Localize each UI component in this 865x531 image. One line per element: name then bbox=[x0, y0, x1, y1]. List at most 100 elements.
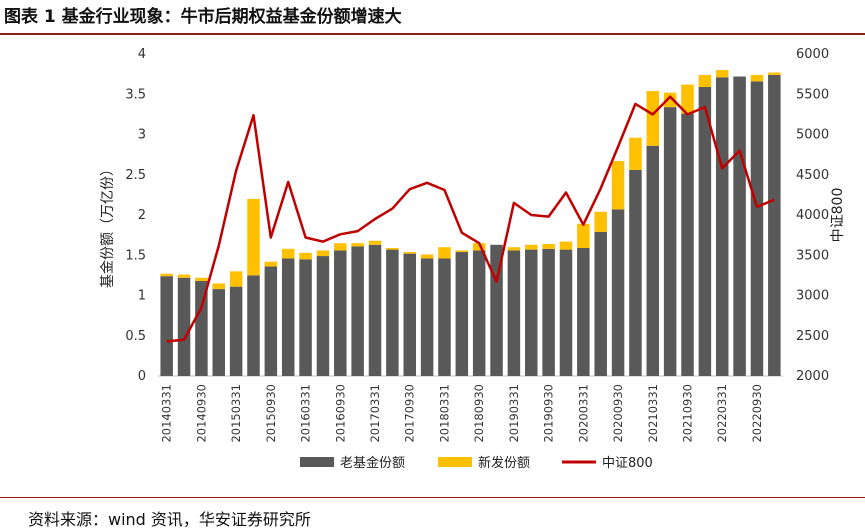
bar-new-fund bbox=[212, 283, 226, 290]
y-axis-left-label: 基金份额（万亿份） bbox=[99, 162, 116, 288]
bar-old-fund bbox=[212, 289, 226, 376]
x-tick-label: 20200930 bbox=[611, 384, 625, 443]
bar-new-fund bbox=[525, 244, 538, 250]
bar-new-fund bbox=[281, 248, 295, 259]
y-right-tick-label: 5500 bbox=[796, 87, 829, 102]
x-tick-label: 20180930 bbox=[472, 384, 486, 443]
bar-old-fund bbox=[455, 252, 469, 376]
bar-old-fund bbox=[160, 276, 173, 376]
bar-old-fund bbox=[316, 256, 330, 376]
bar-new-fund bbox=[559, 241, 573, 250]
y-axis-right-label: 中证800 bbox=[830, 188, 846, 243]
y-right-tick-label: 4000 bbox=[796, 208, 829, 223]
bar-new-fund bbox=[264, 261, 278, 267]
bar-new-fund bbox=[438, 247, 451, 259]
line-series bbox=[166, 95, 775, 343]
bar-new-fund bbox=[351, 243, 364, 247]
bar-new-fund bbox=[768, 72, 781, 75]
bar-old-fund bbox=[472, 250, 486, 376]
y-right-tick-label: 2000 bbox=[796, 369, 829, 384]
y-right-tick-label: 3500 bbox=[796, 248, 829, 263]
bar-old-fund bbox=[646, 145, 660, 376]
x-tick-label: 20210930 bbox=[681, 384, 695, 443]
y-left-tick-label: 3 bbox=[138, 128, 146, 143]
index-line bbox=[166, 95, 775, 343]
bar-new-fund bbox=[386, 248, 399, 250]
x-tick-label: 20160930 bbox=[333, 384, 347, 443]
bar-old-fund bbox=[681, 113, 694, 376]
bar-old-fund bbox=[525, 249, 538, 376]
chart-legend: 老基金份额 新发份额 中证800 bbox=[300, 455, 653, 471]
bar-new-fund bbox=[229, 271, 243, 287]
y-left-tick-label: 1 bbox=[138, 289, 146, 304]
bar-new-fund bbox=[542, 243, 555, 249]
x-tick-label: 20220930 bbox=[750, 384, 764, 443]
bar-new-fund bbox=[681, 84, 694, 114]
bar-old-fund bbox=[247, 275, 260, 376]
x-tick-label: 20220331 bbox=[715, 384, 729, 443]
legend-swatch-old bbox=[300, 457, 334, 467]
bar-new-fund bbox=[507, 247, 521, 251]
x-tick-label: 20200331 bbox=[576, 384, 590, 443]
legend-label-index: 中证800 bbox=[602, 456, 653, 471]
bar-old-fund bbox=[420, 258, 434, 376]
legend-swatch-new bbox=[438, 457, 472, 467]
x-tick-label: 20190331 bbox=[507, 384, 521, 443]
bar-new-fund bbox=[334, 243, 347, 251]
y-right-tick-label: 2500 bbox=[796, 329, 829, 344]
bar-series bbox=[160, 70, 781, 377]
source-rule bbox=[0, 497, 865, 498]
y-left-tick-label: 0 bbox=[138, 369, 146, 384]
bar-old-fund bbox=[594, 231, 607, 376]
bar-old-fund bbox=[229, 286, 243, 376]
bar-old-fund bbox=[663, 107, 677, 376]
bar-old-fund bbox=[281, 258, 295, 376]
bar-old-fund bbox=[611, 209, 625, 376]
bar-new-fund bbox=[611, 161, 625, 210]
bar-old-fund bbox=[629, 169, 642, 376]
bar-old-fund bbox=[768, 74, 781, 377]
bar-old-fund bbox=[559, 249, 573, 376]
figure-title: 图表 1 基金行业现象：牛市后期权益基金份额增速大 bbox=[4, 7, 402, 27]
y-right-tick-label: 4500 bbox=[796, 168, 829, 183]
y-left-tick-label: 4 bbox=[138, 47, 146, 62]
bar-old-fund bbox=[386, 249, 399, 376]
x-tick-labels: 20140331 20140930 20150331 20150930 20160331… bbox=[160, 384, 764, 443]
bar-new-fund bbox=[420, 254, 434, 259]
bar-old-fund bbox=[351, 246, 364, 376]
bar-new-fund bbox=[247, 198, 260, 276]
bar-old-fund bbox=[195, 281, 208, 376]
bar-old-fund bbox=[334, 250, 347, 376]
combo-chart: 0 0.5 1 1.5 2 2.5 3 3.5 4 2000 2500 3000 3500 4000 450… bbox=[99, 47, 846, 471]
bar-old-fund bbox=[542, 248, 555, 376]
y-right-tick-label: 6000 bbox=[796, 47, 829, 62]
title-rule bbox=[0, 33, 865, 35]
x-tick-label: 20140331 bbox=[160, 384, 174, 443]
bar-old-fund bbox=[733, 76, 746, 376]
bar-new-fund bbox=[646, 91, 660, 146]
bar-new-fund bbox=[160, 273, 173, 277]
chart-axes: 0 0.5 1 1.5 2 2.5 3 3.5 4 2000 2500 3000 3500 4000 450… bbox=[125, 47, 829, 384]
bar-old-fund bbox=[403, 253, 416, 376]
bar-new-fund bbox=[698, 74, 712, 88]
x-tick-label: 20170930 bbox=[403, 384, 417, 443]
bar-new-fund bbox=[368, 240, 382, 245]
bar-new-fund bbox=[403, 252, 416, 254]
bar-new-fund bbox=[299, 252, 312, 260]
bar-new-fund bbox=[455, 250, 469, 253]
bar-new-fund bbox=[629, 137, 642, 170]
bar-old-fund bbox=[299, 259, 312, 376]
bar-new-fund bbox=[316, 250, 330, 257]
x-tick-label: 20210331 bbox=[646, 384, 660, 443]
legend-label-old: 老基金份额 bbox=[340, 455, 405, 471]
bar-old-fund bbox=[438, 258, 451, 376]
bar-new-fund bbox=[577, 223, 590, 249]
bar-old-fund bbox=[264, 266, 278, 376]
bar-old-fund bbox=[368, 244, 382, 376]
y-right-tick-label: 5000 bbox=[796, 128, 829, 143]
y-left-tick-label: 0.5 bbox=[125, 329, 146, 344]
y-left-tick-label: 2.5 bbox=[125, 168, 146, 183]
x-tick-label: 20180331 bbox=[437, 384, 451, 443]
bar-new-fund bbox=[594, 211, 607, 232]
bar-old-fund bbox=[577, 248, 590, 376]
